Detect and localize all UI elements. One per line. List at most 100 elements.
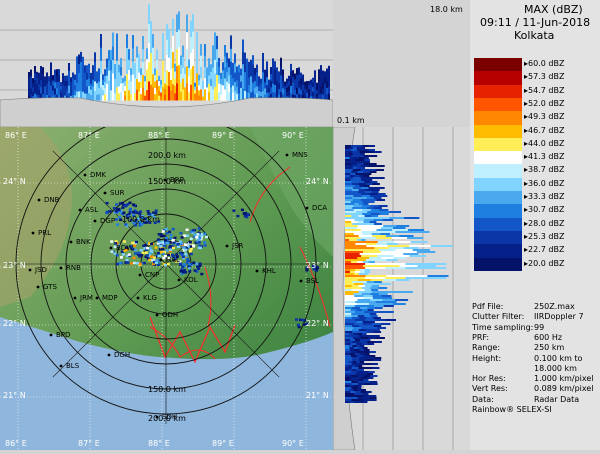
echo-pixel — [244, 211, 248, 215]
top-echo-column — [228, 58, 230, 68]
side-echo-row — [356, 369, 361, 371]
top-echo-column — [242, 39, 244, 53]
echo-pixel — [144, 221, 148, 224]
top-echo-column — [104, 75, 106, 82]
city-label: MDP — [102, 294, 118, 302]
side-cross-section — [332, 126, 454, 451]
top-echo-column — [168, 28, 170, 44]
side-echo-row — [364, 269, 371, 271]
info-row: 18.000 km — [472, 364, 600, 374]
top-echo-column — [236, 93, 238, 101]
top-echo-column — [156, 49, 158, 60]
echo-pixel — [303, 319, 306, 322]
side-echo-row — [360, 337, 370, 339]
top-echo-column — [276, 93, 278, 101]
echo-pixel — [171, 246, 175, 250]
top-echo-column — [110, 69, 112, 81]
top-echo-column — [312, 82, 314, 88]
side-echo-row — [357, 227, 370, 229]
top-echo-column — [240, 68, 242, 76]
top-echo-column — [294, 73, 296, 80]
top-echo-column — [274, 92, 276, 101]
echo-pixel — [140, 262, 144, 265]
city-marker — [299, 279, 303, 283]
side-echo-row — [354, 297, 365, 299]
echo-pixel — [115, 254, 119, 257]
info-value: 0.100 km to — [534, 353, 583, 363]
top-echo-column — [158, 80, 160, 86]
top-echo-column — [248, 61, 250, 70]
side-echo-row — [407, 229, 425, 231]
side-echo-row — [357, 303, 370, 305]
side-echo-row — [348, 385, 352, 387]
echo-pixel — [180, 253, 184, 256]
side-echo-row — [345, 357, 353, 359]
side-echo-row — [354, 387, 359, 389]
side-echo-row — [351, 365, 356, 367]
side-echo-row — [371, 191, 379, 193]
top-echo-column — [88, 85, 90, 94]
top-echo-column — [64, 80, 66, 86]
top-echo-column — [272, 83, 274, 93]
side-echo-row — [371, 323, 382, 325]
side-echo-row — [345, 157, 351, 159]
legend-swatch — [474, 164, 522, 179]
top-echo-column — [290, 92, 292, 101]
top-echo-column — [206, 67, 208, 75]
side-echo-row — [362, 149, 370, 151]
info-value: 1.000 km/pixel — [534, 374, 594, 384]
top-echo-column — [260, 78, 262, 84]
info-value: IIRDoppler 7 — [534, 312, 584, 322]
echo-pixel — [185, 261, 189, 264]
top-echo-column — [150, 36, 152, 54]
top-echo-column — [58, 81, 60, 89]
echo-pixel — [187, 244, 191, 248]
side-echo-row — [395, 299, 409, 301]
top-echo-column — [254, 87, 256, 95]
top-echo-column — [234, 90, 236, 101]
side-echo-row — [345, 399, 352, 401]
side-echo-row — [371, 291, 386, 293]
top-echo-column — [200, 88, 202, 101]
side-echo-row — [345, 247, 361, 249]
echo-pixel — [180, 236, 184, 239]
top-echo-column — [192, 14, 194, 32]
echo-pixel — [127, 253, 131, 256]
echo-pixel — [182, 246, 186, 249]
side-echo-row — [354, 353, 360, 355]
top-echo-column — [126, 86, 128, 101]
echo-pixel — [153, 221, 157, 224]
side-echo-row — [352, 345, 357, 347]
city-label: RNB — [66, 264, 81, 272]
side-echo-row — [389, 217, 405, 219]
side-echo-row — [362, 201, 369, 203]
side-echo-row — [345, 305, 356, 307]
echo-pixel — [162, 256, 166, 260]
side-echo-row — [378, 231, 396, 233]
top-echo-column — [128, 89, 130, 101]
side-echo-row — [363, 163, 371, 165]
echo-pixel — [135, 240, 138, 244]
side-echo-row — [359, 349, 365, 351]
top-echo-column — [174, 70, 176, 79]
side-echo-row — [378, 211, 390, 213]
echo-pixel — [132, 211, 136, 214]
side-echo-row — [353, 287, 363, 289]
top-echo-column — [244, 62, 246, 73]
top-echo-column — [202, 88, 204, 93]
top-echo-column — [90, 94, 92, 101]
top-echo-column — [104, 81, 106, 89]
side-echo-row — [381, 265, 400, 267]
echo-pixel — [172, 241, 176, 244]
side-echo-row — [376, 243, 388, 245]
side-echo-row — [345, 257, 358, 259]
echo-pixel — [297, 325, 301, 329]
top-echo-column — [60, 82, 62, 87]
side-echo-row — [354, 159, 361, 161]
side-echo-row — [349, 349, 356, 351]
top-echo-column — [180, 73, 182, 83]
echo-pixel — [312, 265, 316, 268]
side-echo-row — [385, 263, 407, 265]
top-echo-column — [42, 67, 44, 75]
top-echo-column — [174, 85, 176, 94]
